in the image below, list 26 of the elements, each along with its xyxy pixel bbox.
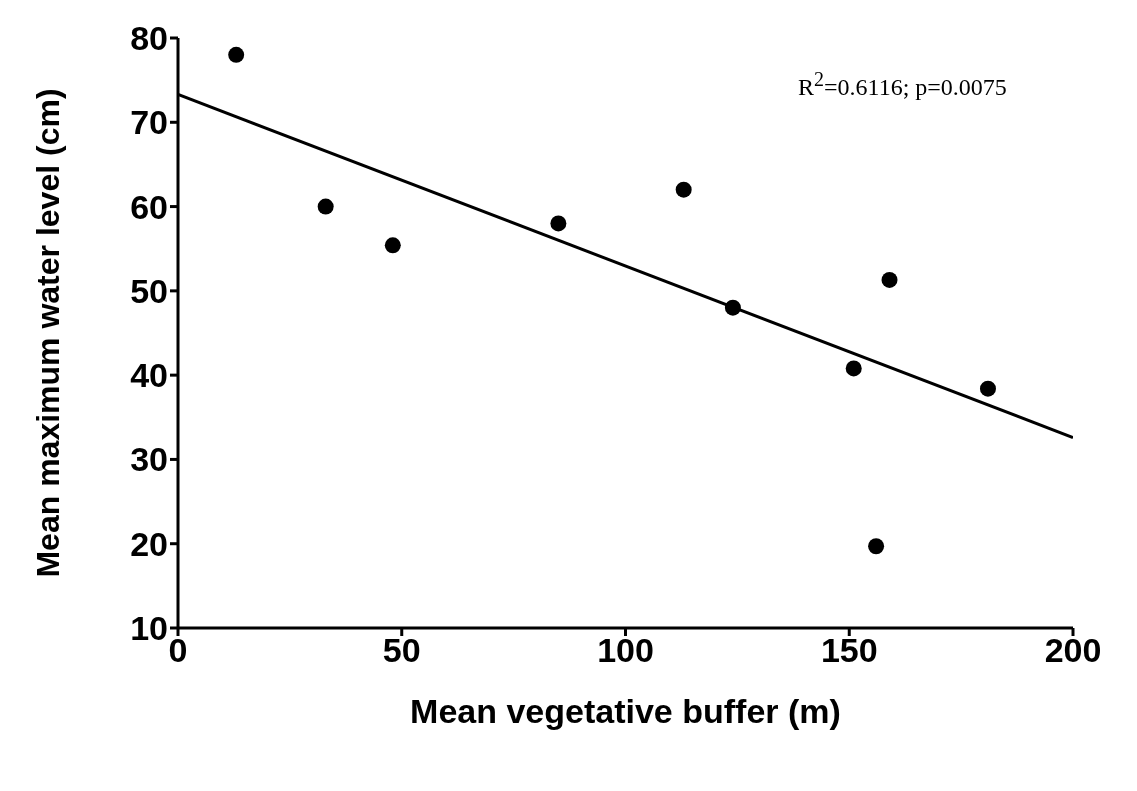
y-tick-label: 70 — [130, 103, 168, 142]
y-tick-label: 40 — [130, 356, 168, 395]
point — [979, 380, 996, 397]
point — [384, 237, 401, 254]
point — [317, 198, 334, 215]
y-tick-label: 10 — [130, 609, 168, 648]
point — [550, 215, 567, 232]
point — [868, 538, 885, 555]
y-tick-label: 20 — [130, 524, 168, 563]
y-tick-label: 30 — [130, 440, 168, 479]
y-tick-label: 80 — [130, 19, 168, 58]
x-tick-label: 100 — [597, 631, 654, 670]
y-tick-label: 60 — [130, 187, 168, 226]
point — [724, 299, 741, 316]
point — [228, 46, 245, 63]
x-tick-label: 50 — [382, 631, 421, 670]
x-tick-label: 150 — [820, 631, 878, 670]
x-tick-label: 200 — [1044, 631, 1102, 670]
point — [675, 181, 692, 198]
point — [845, 360, 862, 377]
annotation: R$^{2}$=0.6116; p=0.0075 — [798, 68, 1007, 101]
y-tick-label: 50 — [130, 271, 168, 310]
x-tick-label: 0 — [168, 631, 188, 670]
x-axis-title: Mean vegetative buffer (m) — [410, 692, 841, 730]
point — [881, 271, 898, 288]
y-axis-title: Mean maximum water level (cm) — [30, 88, 67, 578]
